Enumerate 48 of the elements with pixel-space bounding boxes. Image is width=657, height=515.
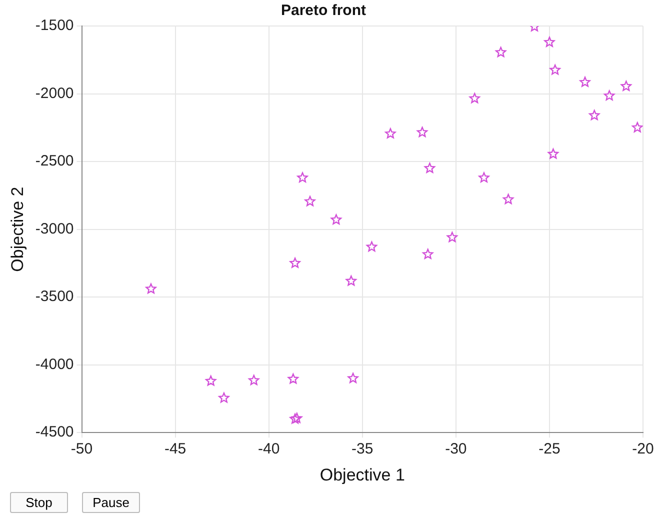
- point: [446, 232, 458, 242]
- y-tick-label: -2000: [35, 84, 74, 102]
- y-tick-label: -2500: [35, 152, 74, 170]
- point: [502, 194, 514, 204]
- point: [495, 46, 506, 58]
- point: [632, 122, 643, 132]
- point: [416, 126, 428, 138]
- point: [366, 241, 378, 252]
- point: [304, 196, 316, 206]
- x-tick-label: -20: [632, 440, 654, 458]
- point: [424, 162, 436, 173]
- x-tick-label: -50: [70, 440, 93, 458]
- x-tick-label: -35: [352, 440, 374, 458]
- point: [478, 172, 490, 182]
- point: [620, 80, 632, 91]
- x-tick-label: -30: [445, 440, 467, 458]
- y-tick-label: -4500: [35, 424, 74, 441]
- point: [550, 64, 560, 75]
- y-tick-label: -3000: [35, 220, 74, 238]
- point: [422, 248, 434, 260]
- point: [297, 172, 308, 182]
- point: [548, 148, 559, 159]
- y-tick-label: -3500: [35, 288, 74, 306]
- point: [544, 36, 555, 47]
- text: Stop: [10, 492, 68, 513]
- x-tick-label: -45: [164, 440, 186, 458]
- chart-title: Pareto front: [280, 2, 366, 20]
- point: [469, 92, 480, 104]
- point: [290, 258, 300, 268]
- point: [330, 214, 342, 224]
- x-tick-label: -40: [258, 440, 280, 458]
- point: [589, 110, 600, 120]
- point: [346, 275, 357, 286]
- y-tick-label: -1500: [35, 17, 74, 34]
- point: [248, 374, 260, 386]
- y-axis-title: Objective 2: [8, 186, 27, 272]
- point: [146, 283, 156, 294]
- point: [348, 372, 358, 384]
- x-tick-label: -25: [538, 440, 560, 458]
- point: [580, 76, 590, 87]
- point: [205, 376, 216, 386]
- text: Pause: [82, 492, 140, 513]
- y-tick-label: -4000: [35, 356, 74, 373]
- point: [218, 392, 230, 403]
- point: [288, 373, 299, 384]
- point: [604, 90, 615, 100]
- x-axis-title: Objective 1: [320, 465, 405, 484]
- point: [385, 128, 396, 138]
